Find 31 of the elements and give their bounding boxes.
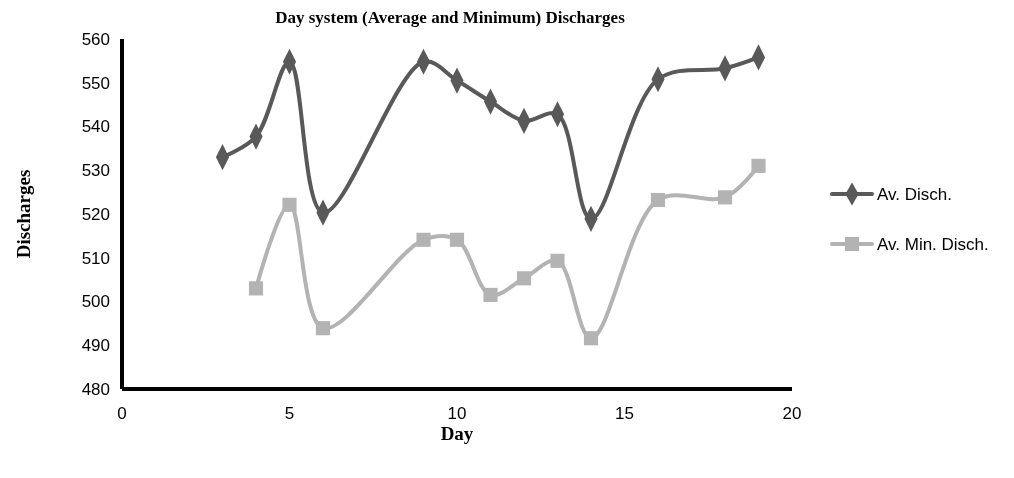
chart-title: Day system (Average and Minimum) Discharges bbox=[275, 8, 626, 27]
point bbox=[751, 158, 766, 173]
point bbox=[583, 331, 599, 346]
y-tick-label: 550 bbox=[81, 73, 110, 93]
x-axis-title: Day bbox=[440, 423, 474, 444]
point bbox=[315, 321, 331, 336]
point bbox=[717, 190, 733, 205]
point bbox=[516, 271, 532, 286]
point bbox=[449, 232, 465, 247]
y-tick-label: 520 bbox=[81, 204, 110, 224]
y-tick-label: 540 bbox=[81, 117, 110, 137]
legend-label: Av. Min. Disch. bbox=[877, 234, 989, 254]
y-tick-label: 510 bbox=[81, 248, 110, 268]
x-tick-label: 5 bbox=[284, 404, 295, 423]
point bbox=[550, 253, 565, 268]
point bbox=[483, 287, 498, 303]
point bbox=[248, 281, 264, 296]
x-tick-label: 20 bbox=[782, 404, 802, 423]
point bbox=[416, 232, 431, 247]
legend-label: Av. Disch. bbox=[877, 184, 952, 204]
y-tick-label: 500 bbox=[81, 292, 110, 312]
x-tick-label: 0 bbox=[117, 404, 127, 423]
y-tick-label: 530 bbox=[81, 161, 110, 181]
point bbox=[650, 192, 666, 208]
x-tick-label: 15 bbox=[615, 404, 634, 423]
y-axis-title: Discharges bbox=[13, 169, 34, 259]
y-tick-label: 560 bbox=[81, 29, 110, 49]
point bbox=[282, 197, 297, 212]
y-tick-label: 490 bbox=[81, 336, 110, 356]
x-tick-label: 10 bbox=[447, 404, 467, 423]
y-tick-label: 480 bbox=[81, 379, 110, 399]
